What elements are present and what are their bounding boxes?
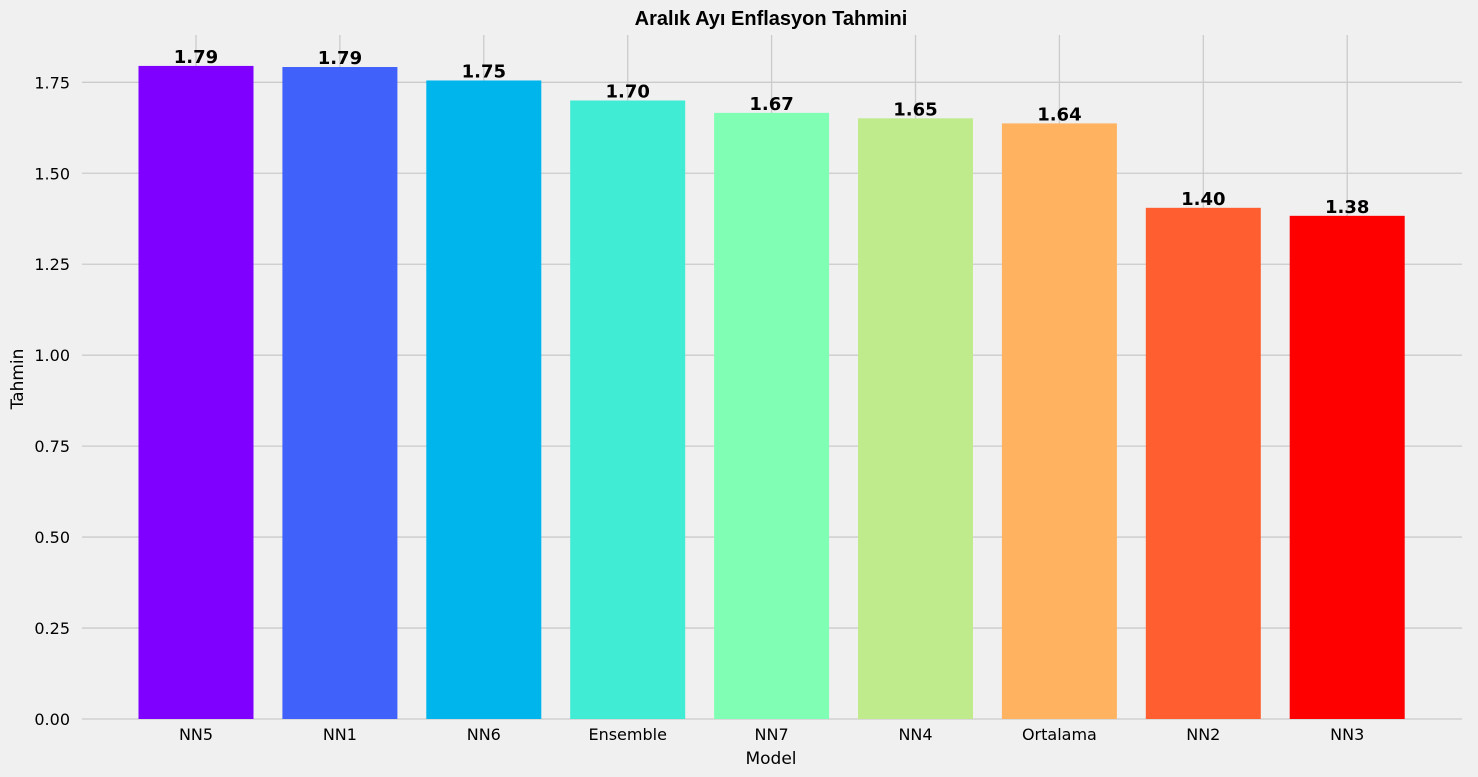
y-tick-label: 1.00 bbox=[34, 346, 70, 365]
y-tick-label: 1.75 bbox=[34, 73, 70, 92]
y-tick-label: 1.25 bbox=[34, 255, 70, 274]
data-label: 1.79 bbox=[174, 47, 218, 68]
bar-nn4 bbox=[858, 118, 973, 720]
data-label: 1.79 bbox=[318, 48, 362, 69]
data-labels: 1.79 1.79 1.75 1.70 1.67 1.65 1.64 1.40 1.38 bbox=[174, 47, 1370, 218]
data-label: 1.40 bbox=[1181, 189, 1225, 210]
bar-nn6 bbox=[426, 80, 542, 720]
bar-nn2 bbox=[1145, 207, 1261, 719]
x-tick-label: NN1 bbox=[323, 725, 357, 744]
data-label: 1.67 bbox=[749, 94, 793, 115]
x-tick-label: Ortalama bbox=[1022, 725, 1097, 744]
data-label: 1.64 bbox=[1037, 104, 1081, 125]
chart-title: Aralık Ayı Enflasyon Tahmini bbox=[635, 8, 908, 30]
y-axis-ticks: 0.00 0.25 0.50 0.75 1.00 1.25 1.50 1.75 bbox=[34, 73, 70, 729]
y-tick-label: 0.00 bbox=[34, 710, 70, 729]
y-tick-label: 0.50 bbox=[34, 528, 70, 547]
y-tick-label: 0.25 bbox=[34, 619, 70, 638]
x-tick-label: NN4 bbox=[898, 725, 932, 744]
x-tick-label: NN2 bbox=[1186, 725, 1220, 744]
bar-nn5 bbox=[138, 65, 254, 719]
bar-nn7 bbox=[714, 112, 830, 720]
bar-ensemble bbox=[570, 100, 686, 719]
data-label: 1.75 bbox=[462, 61, 506, 82]
x-tick-label: NN7 bbox=[755, 725, 789, 744]
x-tick-label: NN5 bbox=[179, 725, 213, 744]
bars bbox=[138, 65, 1405, 720]
bar-ortalama bbox=[1001, 123, 1117, 719]
y-tick-label: 1.50 bbox=[34, 164, 70, 183]
bar-nn3 bbox=[1289, 215, 1405, 719]
data-label: 1.38 bbox=[1325, 197, 1369, 218]
x-axis-ticks: NN5 NN1 NN6 Ensemble NN7 NN4 Ortalama NN2 NN3 bbox=[179, 725, 1364, 744]
data-label: 1.70 bbox=[605, 81, 649, 102]
bar-nn1 bbox=[282, 67, 398, 719]
y-tick-label: 0.75 bbox=[34, 437, 70, 456]
y-axis-label: Tahmin bbox=[8, 349, 28, 411]
x-tick-label: NN3 bbox=[1330, 725, 1364, 744]
x-tick-label: Ensemble bbox=[588, 725, 666, 744]
x-axis-label: Model bbox=[745, 749, 796, 769]
data-label: 1.65 bbox=[893, 99, 937, 120]
x-tick-label: NN6 bbox=[467, 725, 501, 744]
